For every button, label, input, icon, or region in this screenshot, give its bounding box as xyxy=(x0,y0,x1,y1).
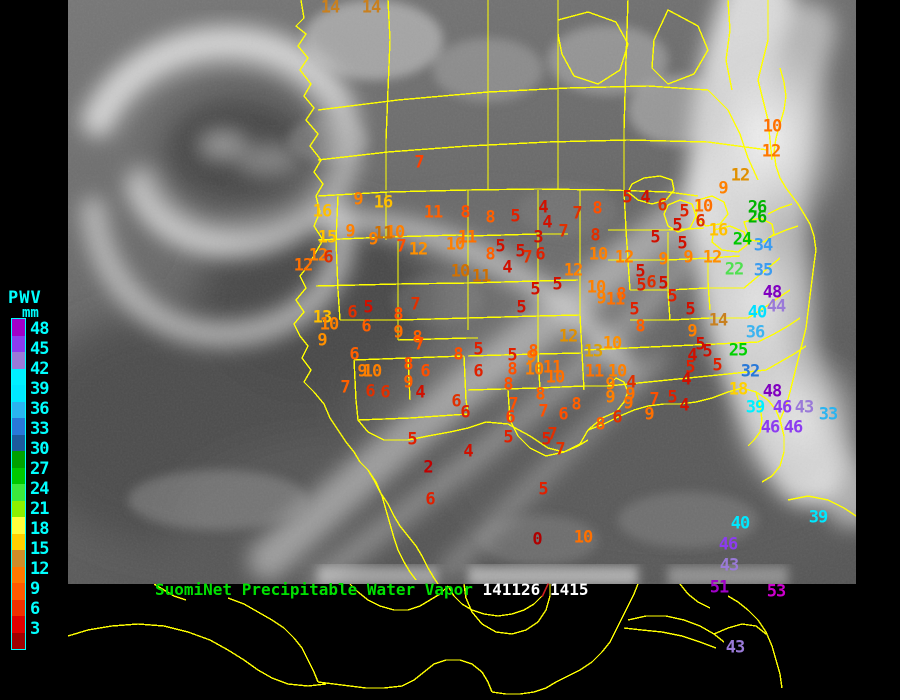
map-extension-panel xyxy=(68,584,900,700)
colorbar-tick-label: 39 xyxy=(30,379,50,399)
colorbar-swatch xyxy=(12,467,25,484)
colorbar-swatch xyxy=(12,368,25,385)
colorbar-tick-label: 12 xyxy=(30,559,50,579)
colorbar-title: PWV xyxy=(8,288,42,308)
colorbar-tick-label: 18 xyxy=(30,519,50,539)
colorbar-tick-label: 6 xyxy=(30,599,40,619)
colorbar-tick-label: 9 xyxy=(30,579,40,599)
colorbar-legend: PWV mm 48 45 42 39 36 33 30 27 24 21 18 15 12 9 6 3 xyxy=(0,290,68,655)
colorbar-tick-label: 27 xyxy=(30,459,50,479)
colorbar-tick-label: 30 xyxy=(30,439,50,459)
colorbar-swatch xyxy=(12,616,25,633)
colorbar-tick-label: 3 xyxy=(30,619,40,639)
colorbar-swatch xyxy=(12,319,25,336)
caption-time: 1415 xyxy=(549,580,589,599)
colorbar-tick-label: 36 xyxy=(30,399,50,419)
water-vapor-satellite-image xyxy=(68,0,856,584)
colorbar-swatch xyxy=(12,401,25,418)
colorbar-swatch xyxy=(12,583,25,600)
colorbar-swatch xyxy=(12,352,25,369)
colorbar-swatch xyxy=(12,484,25,501)
colorbar-swatch xyxy=(12,599,25,616)
colorbar-tick-label: 42 xyxy=(30,359,50,379)
colorbar-swatch xyxy=(12,566,25,583)
colorbar-swatch xyxy=(12,434,25,451)
colorbar-tick-label: 33 xyxy=(30,419,50,439)
map-caption: SuomiNet Precipitable Water Vapor 141126… xyxy=(155,580,588,599)
colorbar-units-label: mm xyxy=(22,305,39,321)
colorbar-swatch xyxy=(12,451,25,468)
satellite-image-panel xyxy=(68,0,856,584)
colorbar-swatch xyxy=(12,335,25,352)
colorbar-tick-label: 45 xyxy=(30,339,50,359)
colorbar-tick-label: 48 xyxy=(30,319,50,339)
colorbar-swatch xyxy=(12,418,25,435)
colorbar-tick-label: 21 xyxy=(30,499,50,519)
colorbar-swatch xyxy=(12,550,25,567)
colorbar-swatch xyxy=(12,385,25,402)
map-boundaries xyxy=(293,0,856,584)
colorbar-tick-label: 24 xyxy=(30,479,50,499)
lower-coastline-overlay xyxy=(68,584,900,700)
colorbar-tick-label: 15 xyxy=(30,539,50,559)
colorbar-swatch xyxy=(12,517,25,534)
caption-separator: / xyxy=(540,580,550,599)
colorbar-swatch xyxy=(12,500,25,517)
colorbar-swatch xyxy=(12,533,25,550)
caption-product: SuomiNet Precipitable Water Vapor xyxy=(155,580,483,599)
caption-date: 141126 xyxy=(482,580,541,599)
colorbar-tick-labels: 48 45 42 39 36 33 30 27 24 21 18 15 12 9 6 3 xyxy=(28,318,68,650)
colorbar-swatch xyxy=(12,632,25,649)
colorbar-gradient-strip xyxy=(11,318,26,650)
